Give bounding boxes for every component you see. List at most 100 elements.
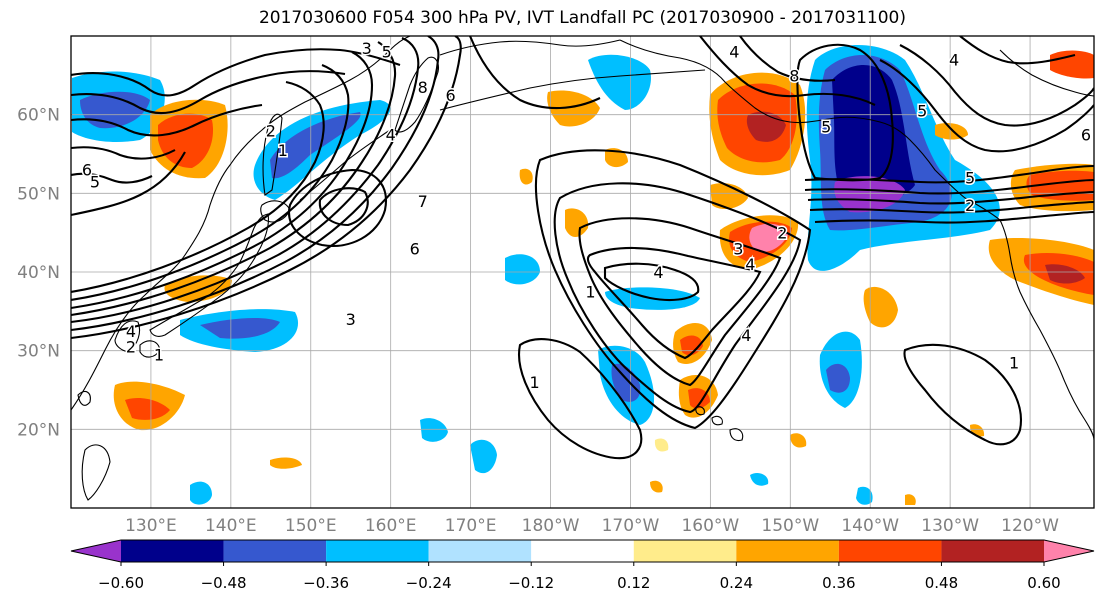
lon-label: 150°W (761, 516, 819, 536)
pv-contour-siberia-1 (71, 48, 401, 97)
colorbar-swatch (736, 540, 839, 562)
contour-label: 6 (410, 239, 420, 258)
pv-contour-okhotsk-loop (288, 168, 387, 247)
neg-anomaly-gulf-of-alaska-core (832, 65, 915, 202)
pv-contour-jet-5 (71, 51, 374, 310)
pv-contour-alaska-2 (804, 178, 1094, 195)
lon-label: 140°E (205, 516, 257, 536)
pv-contour-bc-3 (959, 36, 1076, 65)
contour-label: 2 (777, 224, 787, 243)
lon-label: 160°E (365, 516, 417, 536)
contour-label: 5 (382, 43, 392, 62)
contour-label: 4 (386, 125, 396, 144)
contour-label: 8 (418, 78, 428, 97)
contour-label: 8 (789, 66, 799, 85)
neg-anomaly-south-blob-3 (190, 481, 212, 505)
pv-contour-trough-4 (603, 262, 700, 302)
coastlines (71, 36, 1094, 501)
coast-kamchatka (394, 56, 439, 133)
lon-label: 130°W (921, 516, 979, 536)
pos-anomaly-small-4 (270, 457, 302, 469)
contour-label: 4 (745, 255, 755, 274)
coast-hawaii-maui (711, 415, 723, 426)
neg-anomaly-gulf-of-alaska-peak (834, 176, 905, 213)
neg-anomaly-okhotsk-core (270, 112, 361, 179)
pos-anomaly-small-3 (654, 438, 669, 452)
pv-contour-gulf-loop (796, 43, 894, 182)
pv-contour-jet-7 (71, 80, 325, 294)
colorbar-swatch (838, 540, 942, 562)
colorbar-tick-label: 0.60 (1027, 574, 1060, 592)
pos-anomaly-east-edge (935, 123, 968, 140)
neg-anomaly-dateline (505, 254, 540, 285)
pv-contour-west-tail (71, 151, 186, 217)
coast-philippines (81, 444, 111, 501)
neg-anomaly-subtropics-central-core (611, 363, 641, 402)
colorbar-tick-label: 0.12 (617, 574, 650, 592)
colorbar-swatch (71, 540, 121, 562)
contour-label: 2 (126, 338, 136, 357)
contour-label: 6 (446, 86, 456, 105)
neg-anomaly-japan-south-core (200, 318, 280, 339)
pos-anomaly-subtropical-small (565, 208, 589, 237)
lon-label: 120°W (1001, 516, 1059, 536)
contour-label: 6 (82, 161, 92, 180)
contour-label: 4 (729, 43, 739, 62)
colorbar-swatch (428, 540, 532, 562)
pv-contour-jet-1 (71, 36, 462, 340)
coast-sakhalin (262, 113, 283, 196)
pv-contour-alaska-3 (807, 190, 1094, 205)
longitude-labels: 130°E 140°E 150°E 160°E 170°E 180°W 170°W 160°W… (125, 516, 1059, 536)
contour-label: 4 (949, 51, 959, 70)
pv-contour-ridge-north-1 (469, 36, 601, 110)
pos-anomaly-hawaii-south-core (688, 388, 710, 409)
contour-label: 2 (965, 196, 975, 215)
coast-japan-hokkaido (260, 200, 291, 223)
pv-contour-alaska-5 (814, 210, 1094, 224)
lat-label: 50°N (17, 184, 60, 204)
neg-anomaly-east-subtropics-core (826, 363, 850, 393)
coast-taiwan (77, 390, 91, 406)
colorbar-swatch (121, 540, 224, 562)
lat-label: 40°N (17, 263, 60, 283)
pv-contour-bc-1 (879, 59, 1094, 153)
colorbar-swatch (531, 540, 634, 562)
neg-anomaly-south-blob-1 (420, 418, 448, 442)
pv-contour-siberia-4 (71, 146, 176, 160)
contour-label: 5 (965, 169, 975, 188)
pos-anomaly-kamchatka-core (158, 113, 214, 168)
graticule (71, 36, 1094, 508)
pos-anomaly-small-2 (790, 433, 807, 448)
contour-label: 2 (266, 121, 276, 140)
colorbar-tick-label: 0.48 (925, 574, 958, 592)
pv-contour-siberia-2 (71, 70, 346, 115)
colorbar-tick-label: −0.12 (508, 574, 554, 592)
coast-aleutians (439, 69, 706, 111)
colorbar-tick-label: −0.24 (406, 574, 452, 592)
pv-contour-jet-4 (71, 41, 397, 317)
coast-asia-mainland (71, 36, 411, 411)
contour-label: 5 (90, 173, 100, 192)
neg-anomaly-south-blob-4 (856, 486, 873, 505)
pv-contour-alaska-4 (809, 200, 1094, 214)
pos-anomaly-central-north-peak (749, 223, 788, 252)
lat-label: 30°N (17, 342, 60, 362)
lon-label: 140°W (841, 516, 899, 536)
lon-label: 130°E (125, 516, 177, 536)
pv-contour-jet-6 (71, 64, 350, 302)
pos-anomaly-small-1 (519, 168, 533, 185)
contour-label: 3 (733, 239, 743, 258)
pv-contours (71, 36, 1094, 460)
colorbar-swatch (326, 540, 429, 562)
colorbar: −0.60 −0.48 −0.36 −0.24 −0.12 0.12 0.24 0.36 0.4… (70, 539, 1095, 592)
coast-hawaii-big (729, 428, 744, 442)
colorbar-swatch (223, 540, 327, 562)
contour-label: 5 (917, 102, 927, 121)
contour-label: 5 (821, 117, 831, 136)
coast-north-america-west (999, 219, 1094, 441)
lat-label: 20°N (17, 420, 60, 440)
colorbar-tick-label: −0.48 (201, 574, 247, 592)
lat-label: 60°N (17, 106, 60, 126)
colorbar-tick-label: 0.36 (822, 574, 855, 592)
